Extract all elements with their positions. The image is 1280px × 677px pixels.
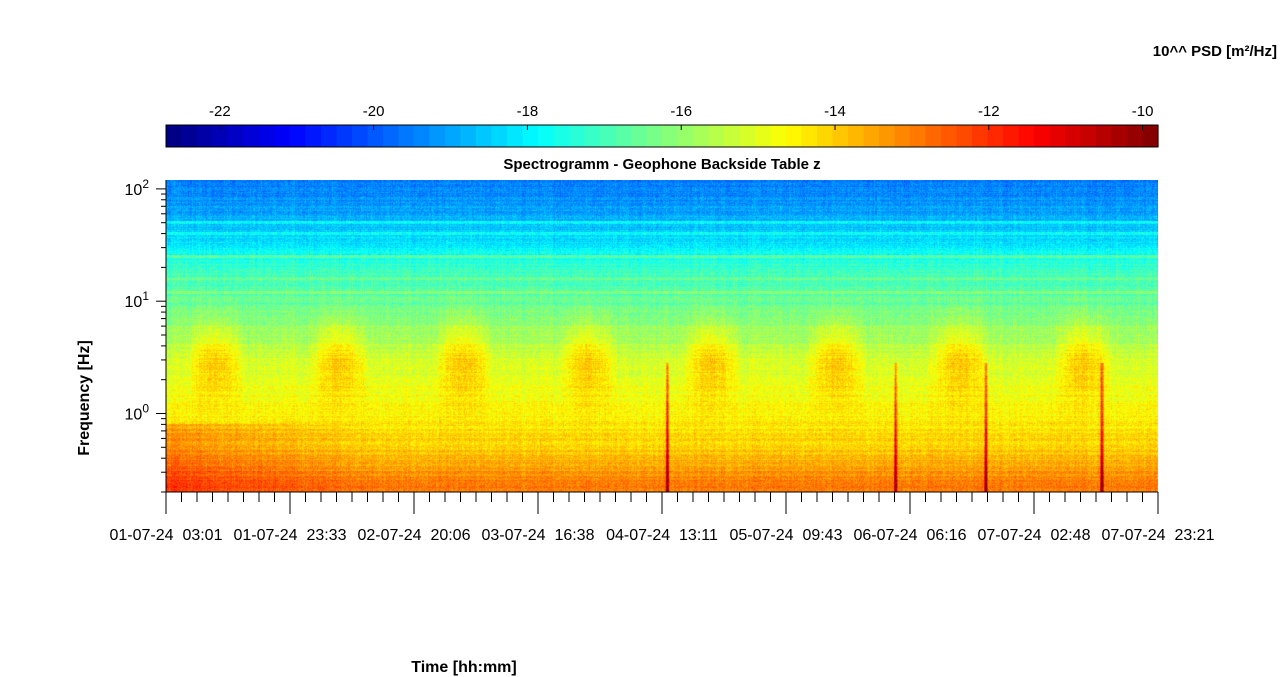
- colorbar-segment: [631, 125, 648, 147]
- colorbar-segment: [476, 125, 493, 147]
- colorbar-segment: [1080, 125, 1097, 147]
- colorbar-segment: [1003, 125, 1020, 147]
- colorbar-segment: [1142, 125, 1159, 147]
- colorbar-segment: [817, 125, 834, 147]
- colorbar-segment: [801, 125, 818, 147]
- colorbar-segment: [770, 125, 787, 147]
- colorbar-segment: [786, 125, 803, 147]
- colorbar-segment: [1018, 125, 1035, 147]
- colorbar-segment: [848, 125, 865, 147]
- colorbar-segment: [894, 125, 911, 147]
- colorbar-segment: [600, 125, 617, 147]
- colorbar-segment: [569, 125, 586, 147]
- colorbar-segment: [739, 125, 756, 147]
- colorbar-segment: [166, 125, 183, 147]
- x-tick-label: 06-07-24 06:16: [854, 527, 967, 544]
- colorbar-segment: [507, 125, 524, 147]
- colorbar-segment: [1111, 125, 1128, 147]
- colorbar-segment: [724, 125, 741, 147]
- x-tick-label: 04-07-24 13:11: [606, 527, 718, 544]
- colorbar-segment: [491, 125, 508, 147]
- x-tick-label: 02-07-24 20:06: [358, 527, 471, 544]
- colorbar-segment: [259, 125, 276, 147]
- colorbar-segment: [646, 125, 663, 147]
- colorbar-segment: [941, 125, 958, 147]
- colorbar-segment: [228, 125, 245, 147]
- y-tick-label: 100: [125, 402, 150, 424]
- colorbar-segment: [693, 125, 710, 147]
- colorbar-segment: [460, 125, 477, 147]
- colorbar-segment: [290, 125, 307, 147]
- colorbar-segment: [1096, 125, 1113, 147]
- x-tick-label: 03-07-24 16:38: [482, 527, 595, 544]
- y-axis-label: Frequency [Hz]: [76, 340, 93, 456]
- colorbar-frame: [165, 124, 1159, 148]
- chart-title: Spectrogramm - Geophone Backside Table z: [503, 156, 820, 173]
- spectrogram-heatmap: [166, 180, 1158, 492]
- colorbar-segment: [243, 125, 260, 147]
- colorbar-segment: [352, 125, 369, 147]
- colorbar-tick-label: -10: [1132, 103, 1154, 120]
- colorbar-segment: [553, 125, 570, 147]
- x-tick-label: 07-07-24 02:48: [978, 527, 1091, 544]
- colorbar-segment: [274, 125, 291, 147]
- colorbar-segment: [197, 125, 214, 147]
- colorbar-tick-label: -14: [824, 103, 846, 120]
- colorbar-segment: [212, 125, 229, 147]
- colorbar-segment: [755, 125, 772, 147]
- colorbar-segment: [925, 125, 942, 147]
- spectrogram-plot-area: 100 101 102 01-07-24 03:01 01-07-24 23:33 02-…: [110, 177, 1215, 544]
- colorbar-segment: [336, 125, 353, 147]
- y-tick-label: 102: [125, 177, 150, 199]
- colorbar-segment: [1049, 125, 1066, 147]
- colorbar-segment: [1034, 125, 1051, 147]
- x-tick-label: 07-07-24 23:21: [1102, 527, 1215, 544]
- colorbar-segment: [367, 125, 384, 147]
- colorbar-segment: [708, 125, 725, 147]
- colorbar-tick-label: -18: [517, 103, 539, 120]
- colorbar-segment: [863, 125, 880, 147]
- colorbar-segment: [305, 125, 322, 147]
- y-tick-label: 101: [125, 289, 150, 311]
- colorbar-segment: [615, 125, 632, 147]
- colorbar-tick-label: -16: [670, 103, 692, 120]
- colorbar-segment: [321, 125, 338, 147]
- colorbar-segment: [677, 125, 694, 147]
- colorbar-tick-label: -12: [978, 103, 1000, 120]
- colorbar-segment: [879, 125, 896, 147]
- colorbar-segment: [987, 125, 1004, 147]
- x-tick-label: 01-07-24 23:33: [234, 527, 347, 544]
- colorbar-segment: [538, 125, 555, 147]
- colorbar-segment: [445, 125, 462, 147]
- colorbar-tick-label: -22: [209, 103, 231, 120]
- x-tick-label: 01-07-24 03:01: [110, 527, 223, 544]
- colorbar-segment: [972, 125, 989, 147]
- colorbar-segment: [1127, 125, 1144, 147]
- colorbar-segment: [832, 125, 849, 147]
- colorbar-segment: [910, 125, 927, 147]
- x-tick-label: 05-07-24 09:43: [730, 527, 843, 544]
- colorbar-segment: [956, 125, 973, 147]
- colorbar-segment: [398, 125, 415, 147]
- colorbar: -22 -20 -18 -16 -14 -12 -10: [165, 103, 1159, 148]
- colorbar-segment: [584, 125, 601, 147]
- colorbar-segment: [1065, 125, 1082, 147]
- colorbar-tick-label: -20: [363, 103, 385, 120]
- x-axis-label: Time [hh:mm]: [411, 659, 516, 676]
- colorbar-segment: [662, 125, 679, 147]
- colorbar-title: 10^^ PSD [m²/Hz]: [1153, 43, 1277, 60]
- colorbar-segment: [429, 125, 446, 147]
- colorbar-segment: [414, 125, 431, 147]
- colorbar-segment: [383, 125, 400, 147]
- colorbar-segment: [522, 125, 539, 147]
- colorbar-segment: [181, 125, 198, 147]
